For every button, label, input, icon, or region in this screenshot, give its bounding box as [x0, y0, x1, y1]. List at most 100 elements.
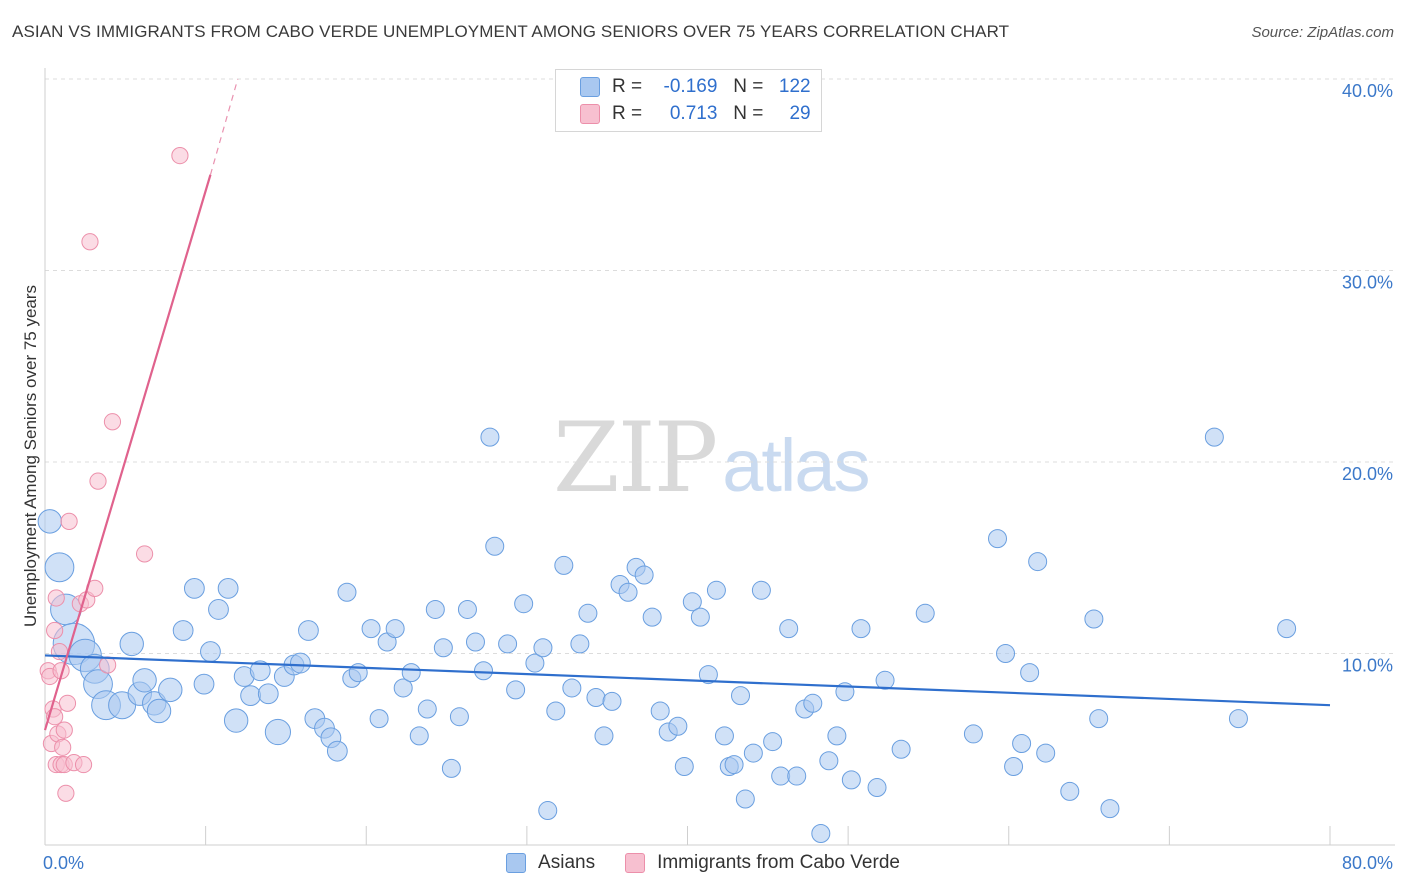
asian-point — [506, 680, 526, 700]
asian-point — [891, 739, 911, 759]
asian-point — [1036, 743, 1056, 763]
trend-lines — [43, 78, 1331, 731]
asian-point — [1004, 756, 1024, 776]
asian-point — [200, 641, 221, 662]
correlation-legend: R = -0.169 N = 122 R = 0.713 N = 29 — [555, 69, 822, 132]
asian-point — [554, 555, 574, 575]
asian-point — [602, 691, 622, 711]
asian-point — [1028, 552, 1048, 572]
asian-point — [996, 644, 1016, 663]
asian-point — [474, 661, 494, 681]
cabo-verde-point — [60, 512, 78, 530]
y-axis-label: Unemployment Among Seniors over 75 years — [21, 285, 40, 627]
gridlines — [45, 78, 1395, 654]
asian-point — [562, 678, 582, 698]
legend-item-cabo-verde[interactable]: Immigrants from Cabo Verde — [625, 852, 900, 874]
asian-point — [449, 707, 469, 727]
asian-point — [257, 683, 279, 705]
asian-point — [485, 536, 505, 556]
axes — [44, 68, 1395, 846]
asian-point — [779, 619, 799, 639]
asian-point — [409, 726, 429, 746]
asian-point — [119, 631, 144, 657]
asian-point — [369, 709, 389, 729]
asian-point — [578, 603, 598, 623]
x-tick-label-max: 80.0% — [1342, 853, 1393, 873]
asian-point — [337, 582, 357, 602]
asian-point — [425, 599, 445, 619]
asian-point — [465, 632, 485, 652]
asian-point — [401, 663, 421, 683]
asian-point — [1060, 781, 1080, 801]
asian-point — [538, 801, 558, 821]
asian-point — [724, 755, 744, 775]
asian-point — [326, 740, 348, 762]
r-value-cabo-verde: 0.713 — [669, 103, 718, 124]
asian-point — [988, 529, 1008, 549]
source-label: Source: ZipAtlas.com — [1251, 24, 1394, 41]
asian-point — [132, 668, 157, 693]
asian-point — [674, 756, 694, 776]
asian-point — [1089, 709, 1109, 729]
legend-item-asians[interactable]: Asians — [506, 852, 595, 874]
asians-swatch — [580, 77, 600, 97]
asian-point — [393, 678, 413, 698]
asian-point — [875, 670, 895, 690]
asian-point — [480, 427, 500, 447]
asian-point — [361, 619, 381, 639]
asian-point — [1204, 427, 1224, 447]
cabo-verde-point — [47, 589, 65, 607]
cabo-verde-point — [81, 233, 99, 251]
y-tick-label: 20.0% — [1342, 464, 1393, 484]
cabo-verde-point — [46, 621, 64, 640]
cabo-verde-point — [58, 694, 77, 712]
n-label: N = — [733, 76, 764, 97]
asian-point — [1100, 799, 1120, 819]
asian-point — [811, 824, 831, 844]
asian-point — [172, 620, 194, 641]
n-value-cabo-verde: 29 — [789, 103, 811, 124]
asian-point — [650, 701, 670, 721]
y-tick-label: 10.0% — [1342, 656, 1393, 676]
asian-point — [193, 673, 215, 695]
cabo-verde-point — [171, 147, 189, 165]
series-legend: Asians Immigrants from Cabo Verde — [0, 852, 1406, 874]
cabo-verde-point — [55, 721, 73, 739]
asian-point — [731, 686, 751, 706]
cabo-verde-point — [57, 784, 75, 802]
cabo-verde-trend-extension — [209, 78, 239, 175]
asian-point — [514, 594, 534, 614]
asian-point — [963, 724, 983, 744]
cabo-verde-point — [99, 656, 117, 674]
asian-point — [594, 726, 614, 746]
asian-point — [819, 751, 839, 771]
asian-point — [618, 582, 638, 602]
n-value-asians: 122 — [778, 76, 811, 97]
asian-point — [1228, 709, 1248, 729]
asian-point — [714, 726, 734, 746]
asian-point — [841, 770, 861, 790]
x-tick-label-min: 0.0% — [43, 853, 84, 873]
asian-point — [146, 698, 172, 724]
cabo-verde-legend-swatch — [625, 853, 646, 873]
asian-point — [851, 619, 871, 639]
asian-point — [1012, 734, 1032, 754]
axis-labels: 10.0% 20.0% 30.0% 40.0% 0.0% 80.0% Unemploymen… — [21, 81, 1393, 873]
chart-title: ASIAN VS IMMIGRANTS FROM CABO VERDE UNEM… — [12, 22, 1010, 41]
asian-point — [867, 778, 887, 798]
cabo-verde-point — [54, 738, 72, 756]
series-asians — [37, 427, 1297, 844]
r-value-asians: -0.169 — [663, 76, 718, 97]
cabo-verde-point — [74, 755, 93, 774]
asian-point — [240, 685, 262, 707]
asian-point — [915, 603, 935, 623]
asian-point — [586, 688, 606, 708]
asian-point — [642, 607, 662, 627]
n-label: N = — [733, 103, 764, 124]
asian-point — [706, 580, 726, 600]
asian-point — [803, 693, 823, 713]
asian-point — [183, 577, 205, 599]
asian-point — [298, 620, 319, 641]
asian-point — [771, 766, 791, 786]
